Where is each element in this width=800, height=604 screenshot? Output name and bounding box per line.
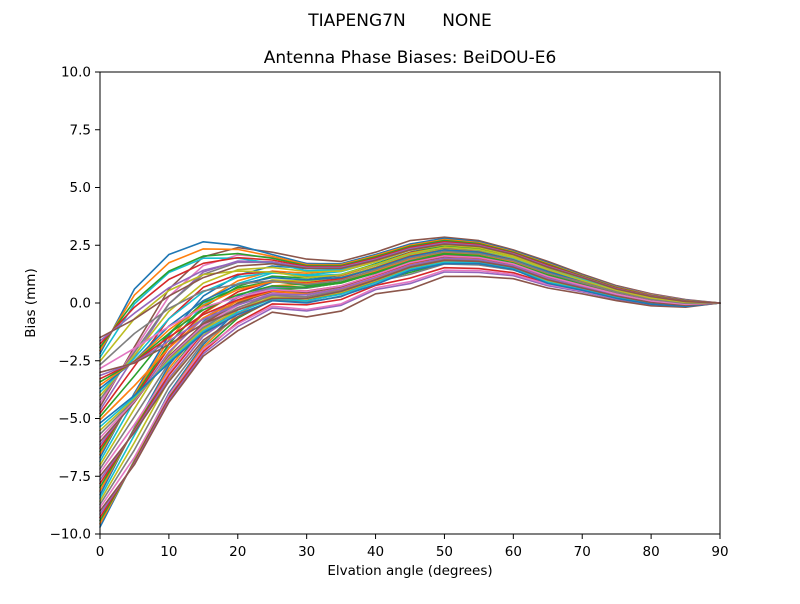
y-tick-label: −7.5 — [58, 469, 91, 485]
x-tick-label: 70 — [574, 544, 591, 560]
x-tick-label: 90 — [711, 544, 728, 560]
y-tick-label: 7.5 — [70, 122, 91, 138]
bias-curve — [99, 257, 721, 377]
y-axis-ticks: 10.0 7.5 5.0 2.5 0.0 −2.5 −5.0 −7.5 −10.0 — [50, 65, 100, 543]
bias-curve — [99, 262, 721, 424]
x-axis-label: Elvation angle (degrees) — [327, 563, 492, 579]
x-tick-label: 0 — [96, 544, 105, 560]
x-tick-label: 30 — [298, 544, 315, 560]
bias-curve — [99, 249, 721, 390]
y-tick-label: 2.5 — [70, 238, 91, 254]
bias-curve — [99, 246, 721, 363]
bias-curve — [99, 266, 721, 519]
chart-title: Antenna Phase Biases: BeiDOU-E6 — [264, 48, 557, 68]
y-tick-label: 5.0 — [70, 180, 91, 196]
bias-curve — [99, 258, 721, 436]
bias-curve — [99, 275, 721, 512]
x-tick-label: 20 — [229, 544, 246, 560]
bias-curve — [99, 255, 721, 370]
x-tick-label: 10 — [160, 544, 177, 560]
figure-suptitle-left: TIAPENG7N — [307, 11, 405, 31]
y-tick-label: 10.0 — [61, 65, 91, 81]
y-tick-label: 0.0 — [70, 296, 91, 312]
bias-curve — [99, 269, 721, 509]
x-tick-label: 60 — [505, 544, 522, 560]
series-lines — [99, 236, 721, 528]
x-axis-ticks: 0 10 20 30 40 50 60 70 80 90 — [96, 534, 729, 560]
bias-curve — [99, 243, 721, 339]
bias-curve — [99, 250, 721, 366]
y-tick-label: −5.0 — [58, 411, 91, 427]
bias-curve — [99, 253, 721, 383]
x-tick-label: 50 — [436, 544, 453, 560]
x-tick-label: 40 — [367, 544, 384, 560]
bias-curve — [99, 259, 721, 374]
y-tick-label: −10.0 — [50, 527, 91, 543]
figure-suptitle-right: NONE — [442, 11, 492, 31]
y-axis-label: Bias (mm) — [23, 268, 39, 337]
y-tick-label: −2.5 — [58, 353, 91, 369]
x-tick-label: 80 — [643, 544, 660, 560]
